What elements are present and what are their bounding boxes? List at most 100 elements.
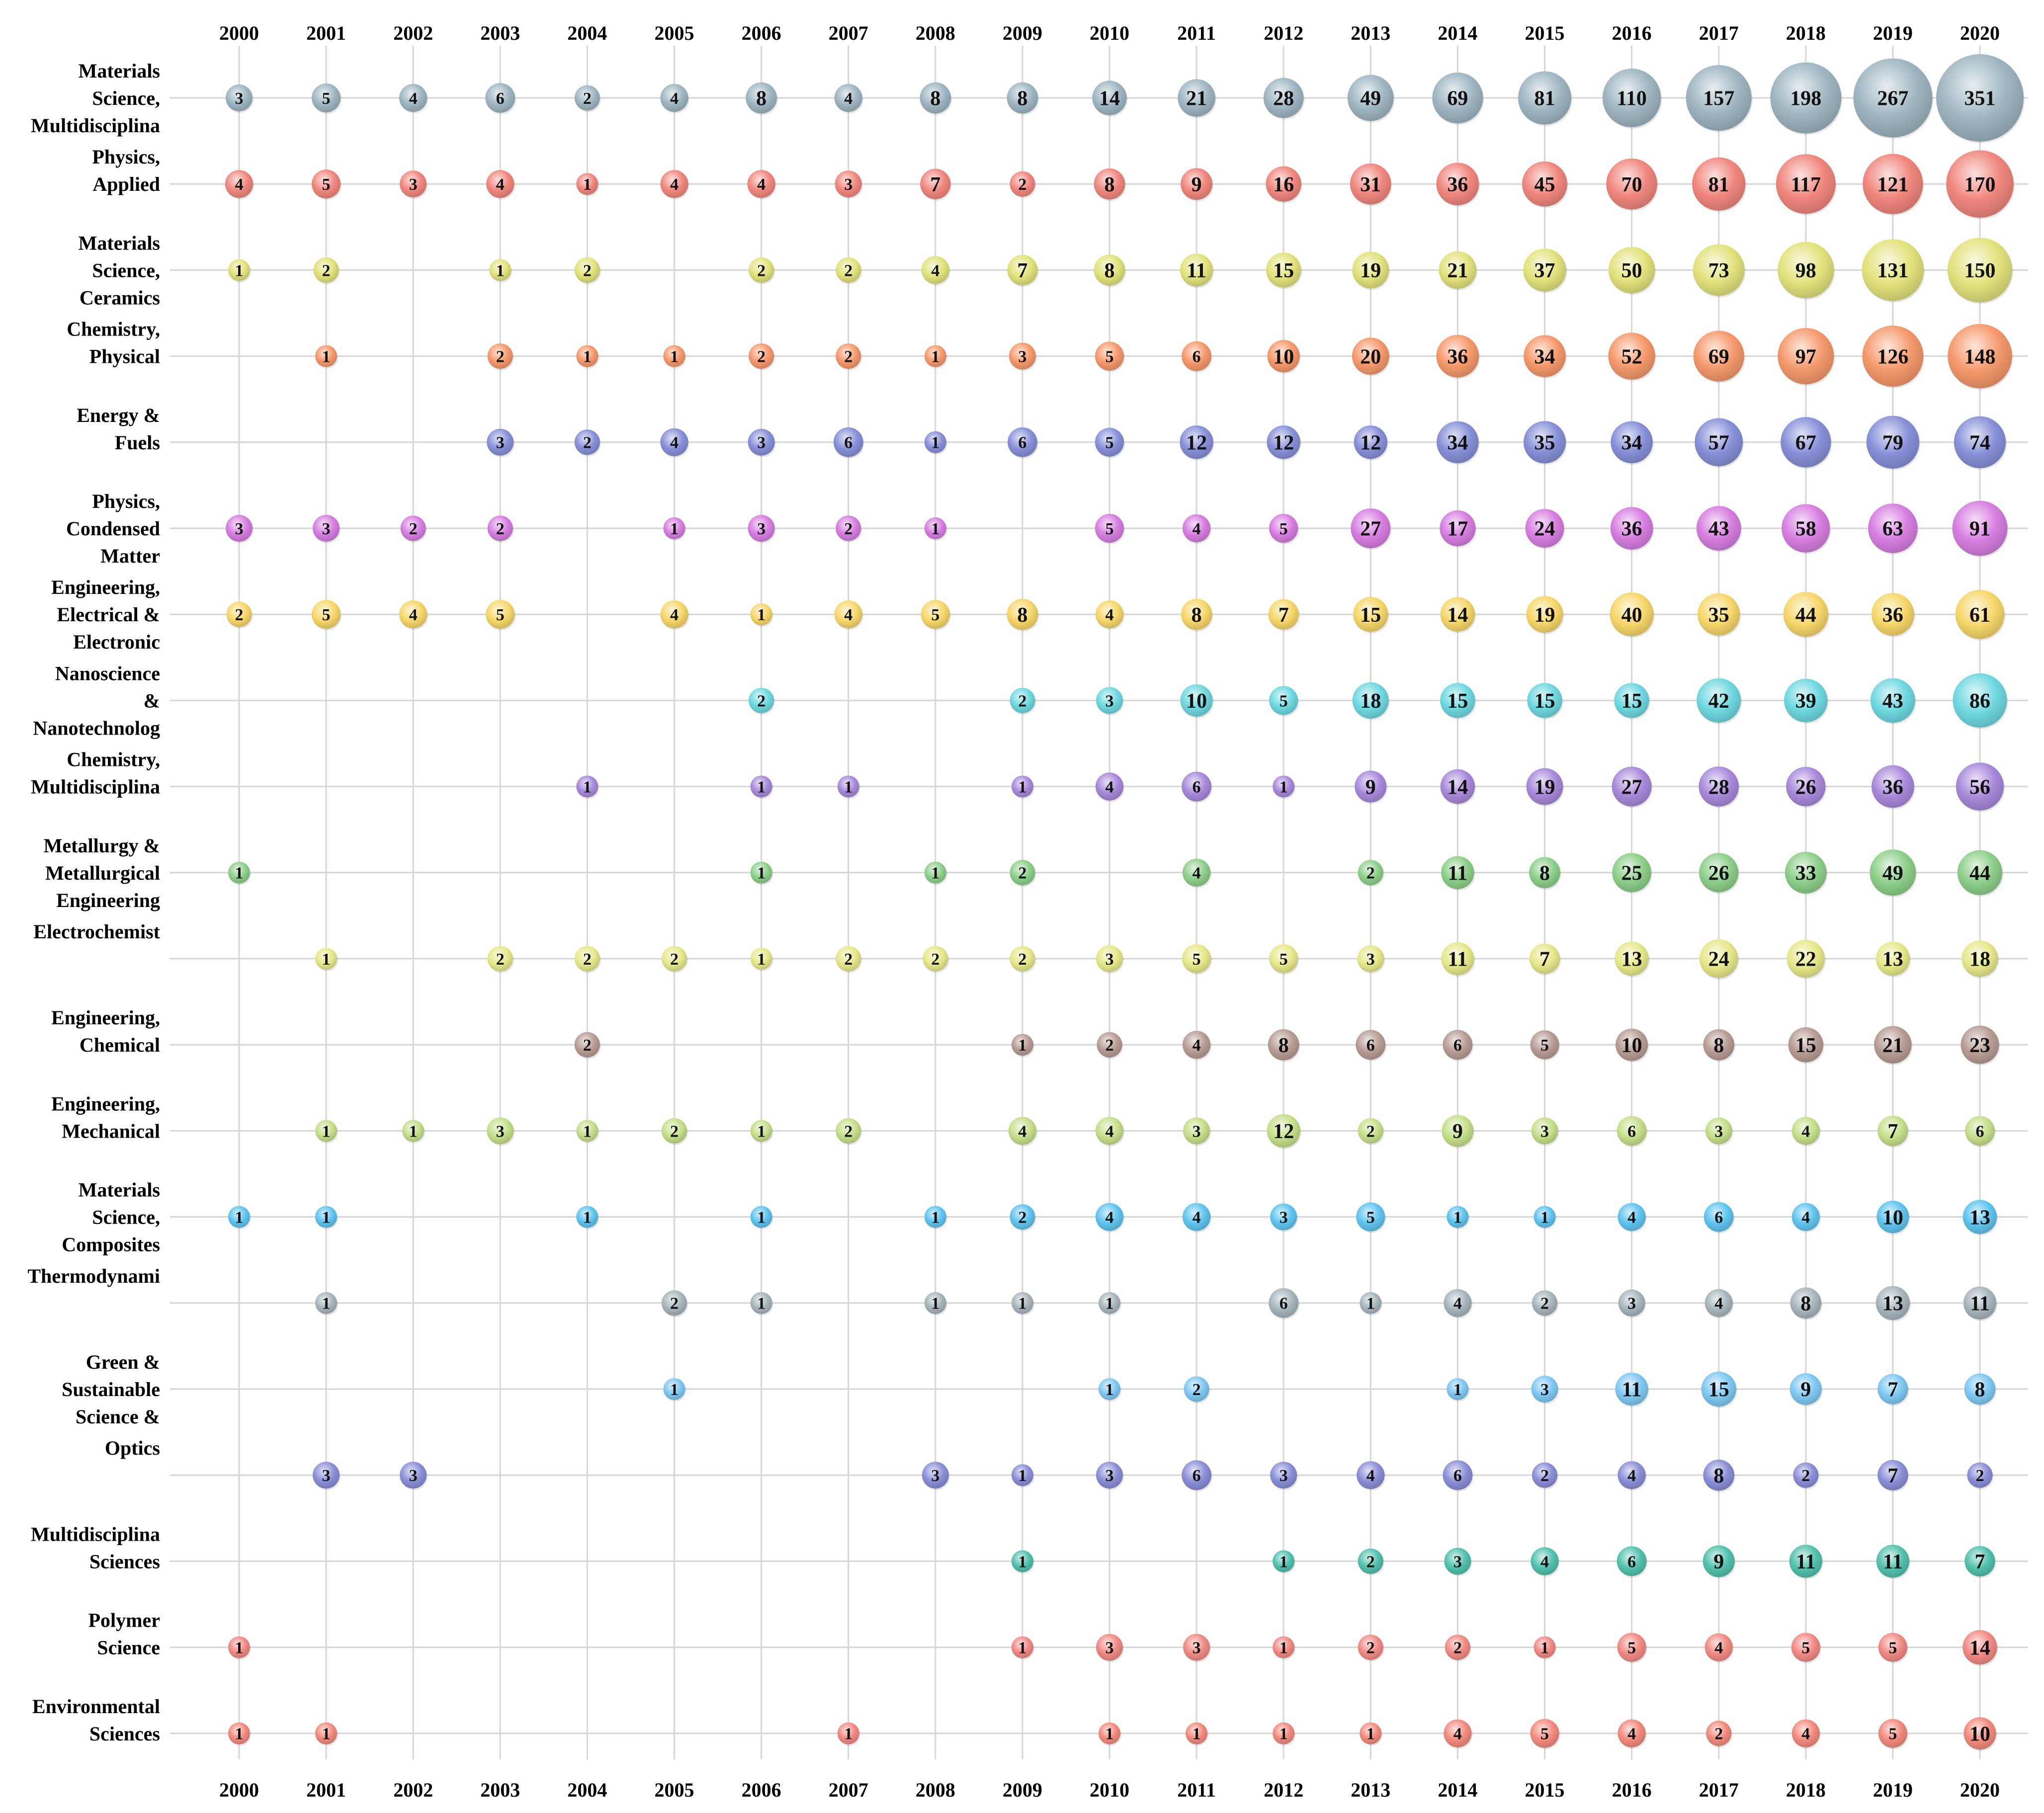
bubble-circle bbox=[1866, 415, 1920, 469]
bubble: 1 bbox=[750, 603, 773, 627]
bubble: 18 bbox=[1352, 682, 1390, 720]
bubble-value: 20 bbox=[1360, 345, 1381, 368]
bubble-value: 15 bbox=[1273, 259, 1294, 282]
bubble-value: 1 bbox=[931, 520, 939, 538]
bubble-circle bbox=[1610, 592, 1654, 637]
year-label-bottom: 2019 bbox=[1873, 1779, 1913, 1801]
bubble-value: 8 bbox=[1800, 1293, 1811, 1316]
bubble-value: 7 bbox=[1887, 1465, 1898, 1487]
bubble: 3 bbox=[922, 1462, 950, 1490]
bubble-circle bbox=[1696, 506, 1741, 551]
bubble-value: 8 bbox=[1105, 173, 1115, 196]
bubble-circle bbox=[574, 946, 600, 972]
bubble-value: 2 bbox=[583, 261, 592, 280]
bubble-value: 1 bbox=[322, 1209, 331, 1227]
bubble-value: 8 bbox=[1713, 1465, 1724, 1487]
bubble-circle bbox=[315, 345, 338, 367]
bubble-circle bbox=[750, 603, 772, 626]
bubble-value: 5 bbox=[1540, 1036, 1549, 1055]
bubble-value: 21 bbox=[1882, 1034, 1903, 1057]
bubble-value: 5 bbox=[1106, 348, 1114, 366]
category-label: Materials Science, Ceramics bbox=[79, 232, 160, 309]
bubble: 8 bbox=[746, 82, 778, 115]
bubble-circle bbox=[1704, 1633, 1733, 1661]
bubble-value: 2 bbox=[1018, 950, 1026, 969]
bubble-circle bbox=[1776, 154, 1836, 214]
year-label-top: 2010 bbox=[1090, 22, 1129, 44]
bubble-value: 198 bbox=[1790, 87, 1821, 110]
year-label-bottom: 2009 bbox=[1003, 1779, 1042, 1801]
bubble-value: 1 bbox=[322, 1725, 331, 1743]
bubble-value: 7 bbox=[1975, 1551, 1985, 1573]
bubble: 8 bbox=[1268, 1029, 1300, 1062]
bubble-value: 4 bbox=[496, 175, 505, 194]
bubble-value: 2 bbox=[670, 1122, 679, 1141]
bubble-value: 25 bbox=[1621, 862, 1642, 885]
bubble: 12 bbox=[1267, 425, 1301, 461]
bubble: 1 bbox=[315, 1292, 339, 1316]
bubble-value: 1 bbox=[1018, 1295, 1026, 1313]
bubble: 5 bbox=[1530, 1030, 1560, 1061]
bubble-value: 8 bbox=[756, 87, 766, 110]
bubble-circle bbox=[1350, 163, 1391, 205]
bubble: 4 bbox=[1182, 1031, 1212, 1061]
bubble: 1 bbox=[228, 1636, 251, 1660]
bubble-value: 7 bbox=[1278, 604, 1289, 627]
bubble-value: 11 bbox=[1187, 259, 1206, 282]
bubble-value: 7 bbox=[1539, 948, 1550, 971]
bubble-value: 3 bbox=[322, 520, 331, 538]
bubble-value: 4 bbox=[1627, 1467, 1636, 1485]
bubble-value: 8 bbox=[1539, 862, 1550, 885]
bubble-value: 13 bbox=[1621, 948, 1642, 971]
bubble: 1 bbox=[924, 861, 947, 885]
bubble-value: 2 bbox=[844, 1122, 852, 1141]
bubble: 1 bbox=[924, 431, 947, 455]
bubble-circle bbox=[400, 1462, 427, 1489]
bubble-value: 23 bbox=[1969, 1034, 1990, 1057]
bubble-value: 131 bbox=[1877, 259, 1908, 282]
bubble-value: 3 bbox=[322, 1467, 331, 1485]
bubble-circle bbox=[1862, 326, 1924, 387]
bubble-circle bbox=[749, 687, 774, 713]
category-label: Physics, Condensed Matter bbox=[66, 490, 160, 567]
bubble: 26 bbox=[1699, 853, 1740, 894]
bubble-circle bbox=[1357, 945, 1384, 972]
bubble-value: 42 bbox=[1708, 690, 1729, 713]
bubble-value: 1 bbox=[322, 1122, 331, 1141]
bubble-circle bbox=[1611, 421, 1653, 464]
bubble-value: 1 bbox=[757, 1295, 766, 1313]
bubble-circle bbox=[402, 1120, 425, 1142]
bubble: 43 bbox=[1871, 678, 1916, 725]
bubble-circle bbox=[1436, 334, 1479, 378]
bubble-value: 27 bbox=[1621, 776, 1642, 799]
bubble-circle bbox=[1703, 1459, 1735, 1491]
bubble-circle bbox=[1786, 766, 1826, 807]
year-label-bottom: 2013 bbox=[1351, 1779, 1390, 1801]
year-label-bottom: 2017 bbox=[1699, 1779, 1739, 1801]
bubble: 4 bbox=[1531, 1547, 1560, 1577]
bubble-value: 110 bbox=[1617, 87, 1647, 110]
bubble-value: 4 bbox=[1106, 1122, 1114, 1141]
bubble-circle bbox=[1787, 939, 1825, 978]
bubble-value: 4 bbox=[1714, 1639, 1723, 1657]
bubble-value: 1 bbox=[409, 1122, 418, 1141]
bubble-value: 10 bbox=[1969, 1723, 1990, 1746]
bubble-value: 1 bbox=[757, 778, 766, 797]
bubble-circle bbox=[1617, 1546, 1647, 1576]
bubble: 4 bbox=[660, 83, 689, 114]
bubble-value: 1 bbox=[844, 778, 852, 797]
bubble-value: 2 bbox=[583, 1036, 592, 1055]
bubble-value: 2 bbox=[670, 1295, 679, 1313]
bubble-value: 2 bbox=[1106, 1036, 1114, 1055]
year-label-top: 2008 bbox=[916, 22, 955, 44]
bubble-circle bbox=[1432, 72, 1483, 124]
bubble-circle bbox=[836, 1118, 861, 1144]
bubble-circle bbox=[1936, 54, 2024, 142]
bubble-circle bbox=[924, 861, 946, 884]
bubble: 1 bbox=[228, 861, 251, 885]
bubble: 1 bbox=[576, 1206, 599, 1230]
bubble-circle bbox=[663, 517, 685, 539]
bubble: 1 bbox=[1099, 1378, 1121, 1401]
bubble-value: 1 bbox=[757, 864, 766, 883]
bubble-circle bbox=[1953, 673, 2007, 728]
